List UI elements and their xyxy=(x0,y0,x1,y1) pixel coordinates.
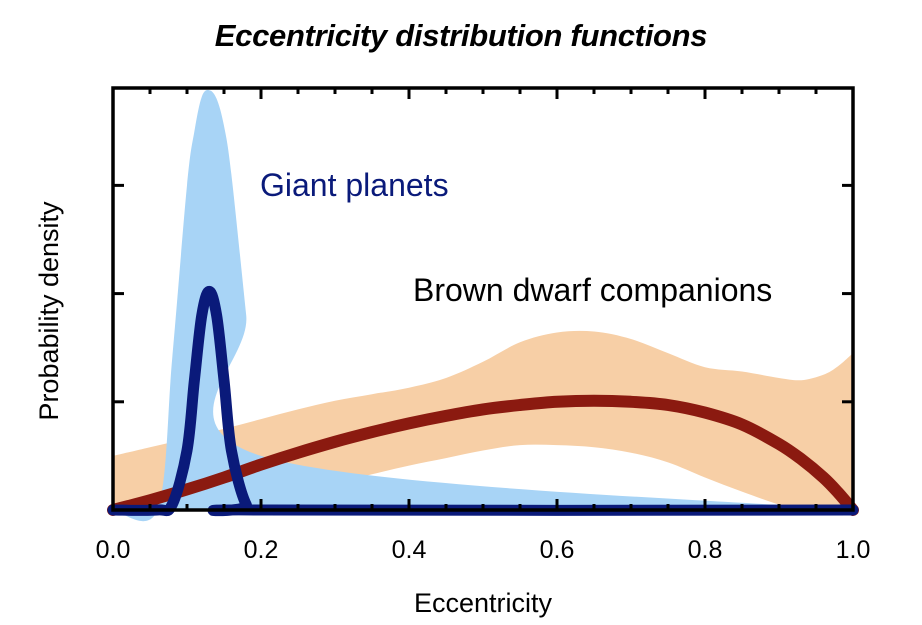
bands-layer xyxy=(113,90,853,522)
ticks-layer xyxy=(111,88,855,510)
x-tick-label: 0.8 xyxy=(688,536,723,564)
x-axis-label: Eccentricity xyxy=(414,588,553,618)
chart-title: Eccentricity distribution functions xyxy=(214,18,708,53)
x-tick-label: 0.0 xyxy=(96,536,131,564)
x-tick-label: 0.6 xyxy=(540,536,575,564)
x-tick-label: 1.0 xyxy=(836,536,871,564)
band-giant xyxy=(113,90,853,522)
tick-labels-layer: 0.0 0.2 0.4 0.6 0.8 1.0 xyxy=(96,536,871,564)
y-axis-label: Probability density xyxy=(34,201,64,421)
annotation-giant-planets: Giant planets xyxy=(260,167,449,203)
annotation-brown-dwarf-companions: Brown dwarf companions xyxy=(413,272,772,308)
x-tick-label: 0.4 xyxy=(392,536,427,564)
series-line-brown xyxy=(107,394,859,516)
x-tick-label: 0.2 xyxy=(244,536,279,564)
